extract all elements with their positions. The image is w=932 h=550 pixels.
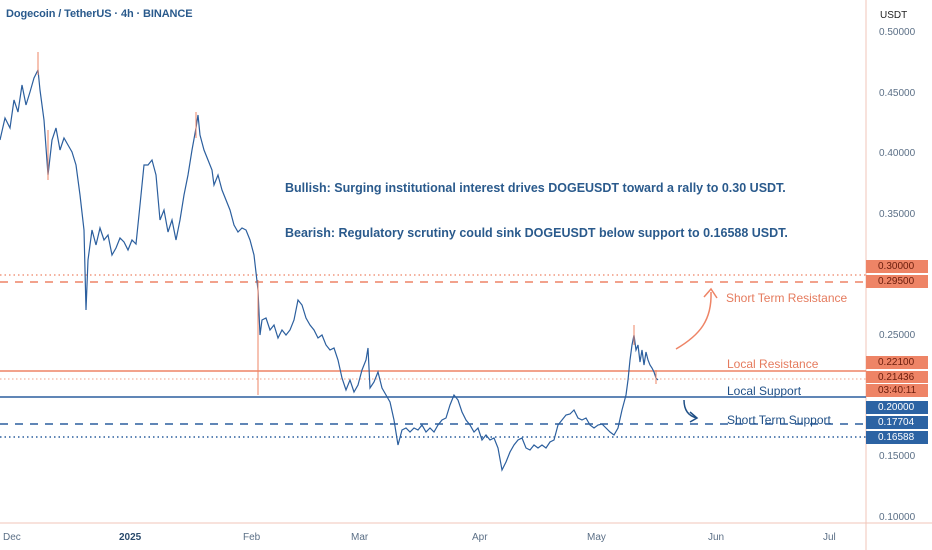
arrow-down-head-icon	[689, 411, 699, 423]
arrow-up-resistance-icon	[675, 291, 712, 350]
price-label-017704: 0.17704	[866, 416, 928, 429]
price-tick: 0.15000	[879, 451, 916, 462]
bearish-note: Bearish: Regulatory scrutiny could sink …	[285, 226, 788, 240]
price-axis-unit: USDT	[880, 10, 908, 21]
time-tick: Jul	[823, 532, 836, 543]
time-tick: Apr	[472, 532, 488, 543]
chart-title: Dogecoin / TetherUS · 4h · BINANCE	[6, 8, 193, 20]
time-tick: Mar	[351, 532, 369, 543]
time-tick: May	[587, 532, 606, 543]
time-tick: Jun	[708, 532, 725, 543]
price-tick: 0.50000	[879, 27, 916, 38]
time-tick: Dec	[3, 532, 21, 543]
price-label-0221: 0.22100	[866, 356, 928, 369]
price-label-016588: 0.16588	[866, 431, 928, 444]
label-short-term-resistance: Short Term Resistance	[726, 291, 848, 305]
label-short-term-support: Short Term Support	[727, 413, 831, 427]
label-local-support: Local Support	[727, 384, 802, 398]
arrow-down-support-icon	[683, 399, 698, 419]
time-tick: Feb	[243, 532, 261, 543]
price-tick: 0.40000	[879, 148, 916, 159]
price-tick: 0.10000	[879, 512, 916, 523]
price-tick: 0.25000	[879, 330, 916, 341]
price-label-020: 0.20000	[866, 401, 928, 414]
label-local-resistance: Local Resistance	[727, 357, 819, 371]
bullish-note: Bullish: Surging institutional interest …	[285, 181, 786, 195]
price-label-current: 0.21436	[866, 371, 928, 383]
price-series	[0, 67, 659, 472]
price-series-down-wicks	[37, 52, 657, 395]
arrow-up-head-icon	[703, 287, 718, 299]
price-label-0295: 0.29500	[866, 275, 928, 288]
bar-countdown: 03:40:11	[866, 384, 928, 397]
price-label-030: 0.30000	[866, 260, 928, 273]
time-tick: 2025	[119, 532, 142, 543]
price-tick: 0.45000	[879, 88, 916, 99]
price-tick: 0.35000	[879, 209, 916, 220]
